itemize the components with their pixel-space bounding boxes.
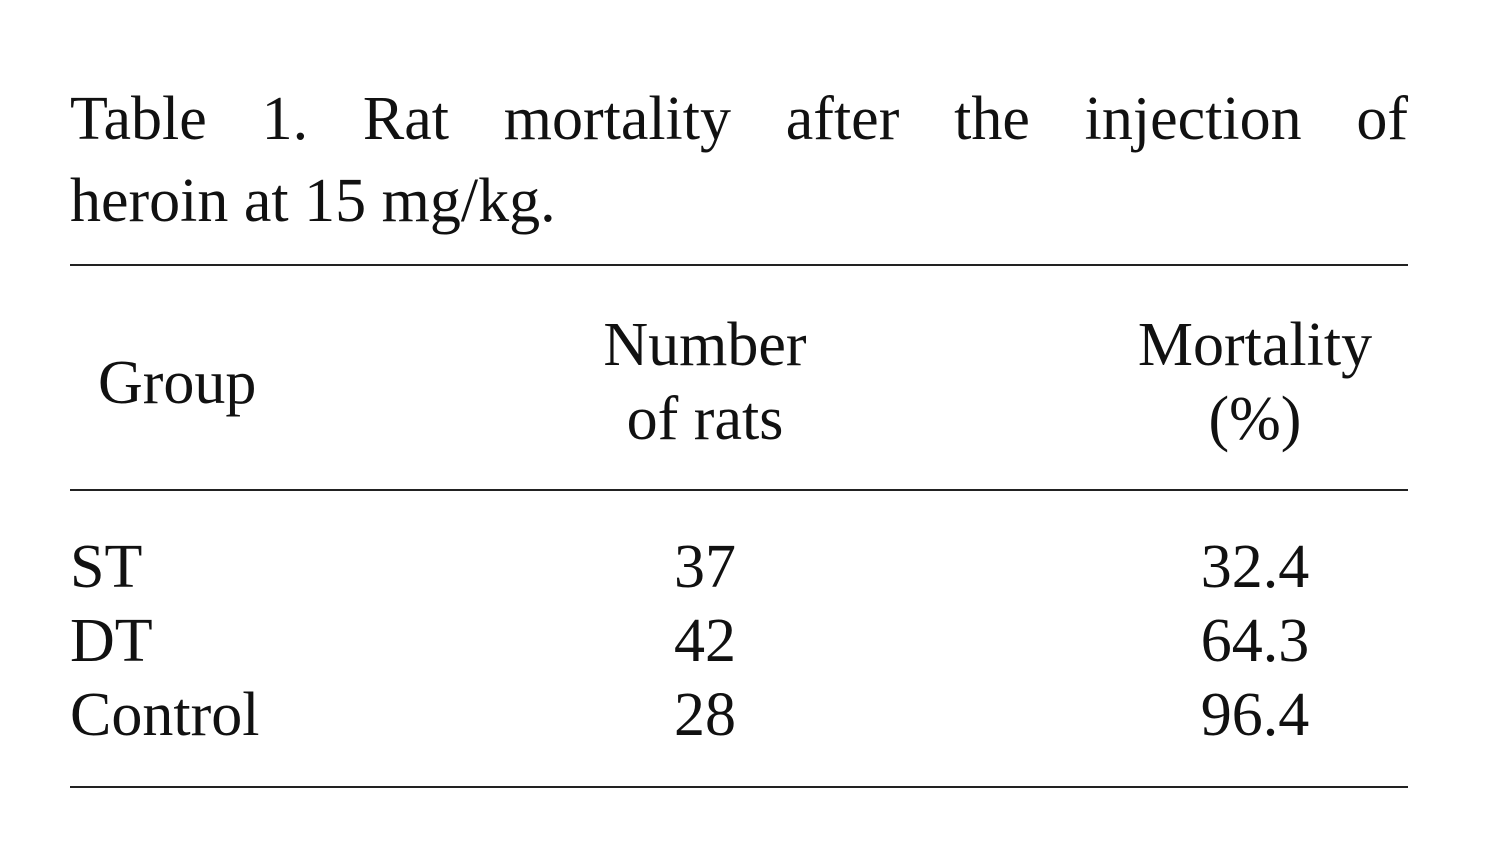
table-caption: Table 1. Rat mortality after the injecti… [70,78,1408,242]
caption-line-1: Table 1. Rat mortality after the injecti… [70,85,1408,153]
column-header-group: Group [98,349,257,417]
column-header-number-line-2: of rats [626,385,784,453]
cell-mortality: 32.4 [1200,533,1310,601]
cell-group: DT [70,607,153,675]
column-header-mortality-line-1: Mortality [1137,311,1373,379]
cell-mortality: 64.3 [1200,607,1310,675]
cell-number-of-rats: 42 [674,607,736,675]
column-header-number-line-1: Number [603,311,807,379]
table-row: DT 42 64.3 [70,604,1408,678]
bottom-rule [70,786,1408,788]
table-body: ST 37 32.4 DT 42 64.3 Control 28 96.4 [70,530,1408,752]
table-row: ST 37 32.4 [70,530,1408,604]
cell-group: Control [70,681,260,749]
column-header-mortality: Mortality (%) [1100,308,1410,456]
table-row: Control 28 96.4 [70,678,1408,752]
cell-number-of-rats: 37 [674,533,736,601]
header-rule [70,489,1408,491]
caption-line-2: heroin at 15 mg/kg. [70,167,556,235]
column-header-mortality-line-2: (%) [1208,385,1302,453]
cell-group: ST [70,533,143,601]
column-header-number-of-rats: Number of rats [560,308,850,456]
top-rule [70,264,1408,266]
cell-mortality: 96.4 [1200,681,1310,749]
cell-number-of-rats: 28 [674,681,736,749]
